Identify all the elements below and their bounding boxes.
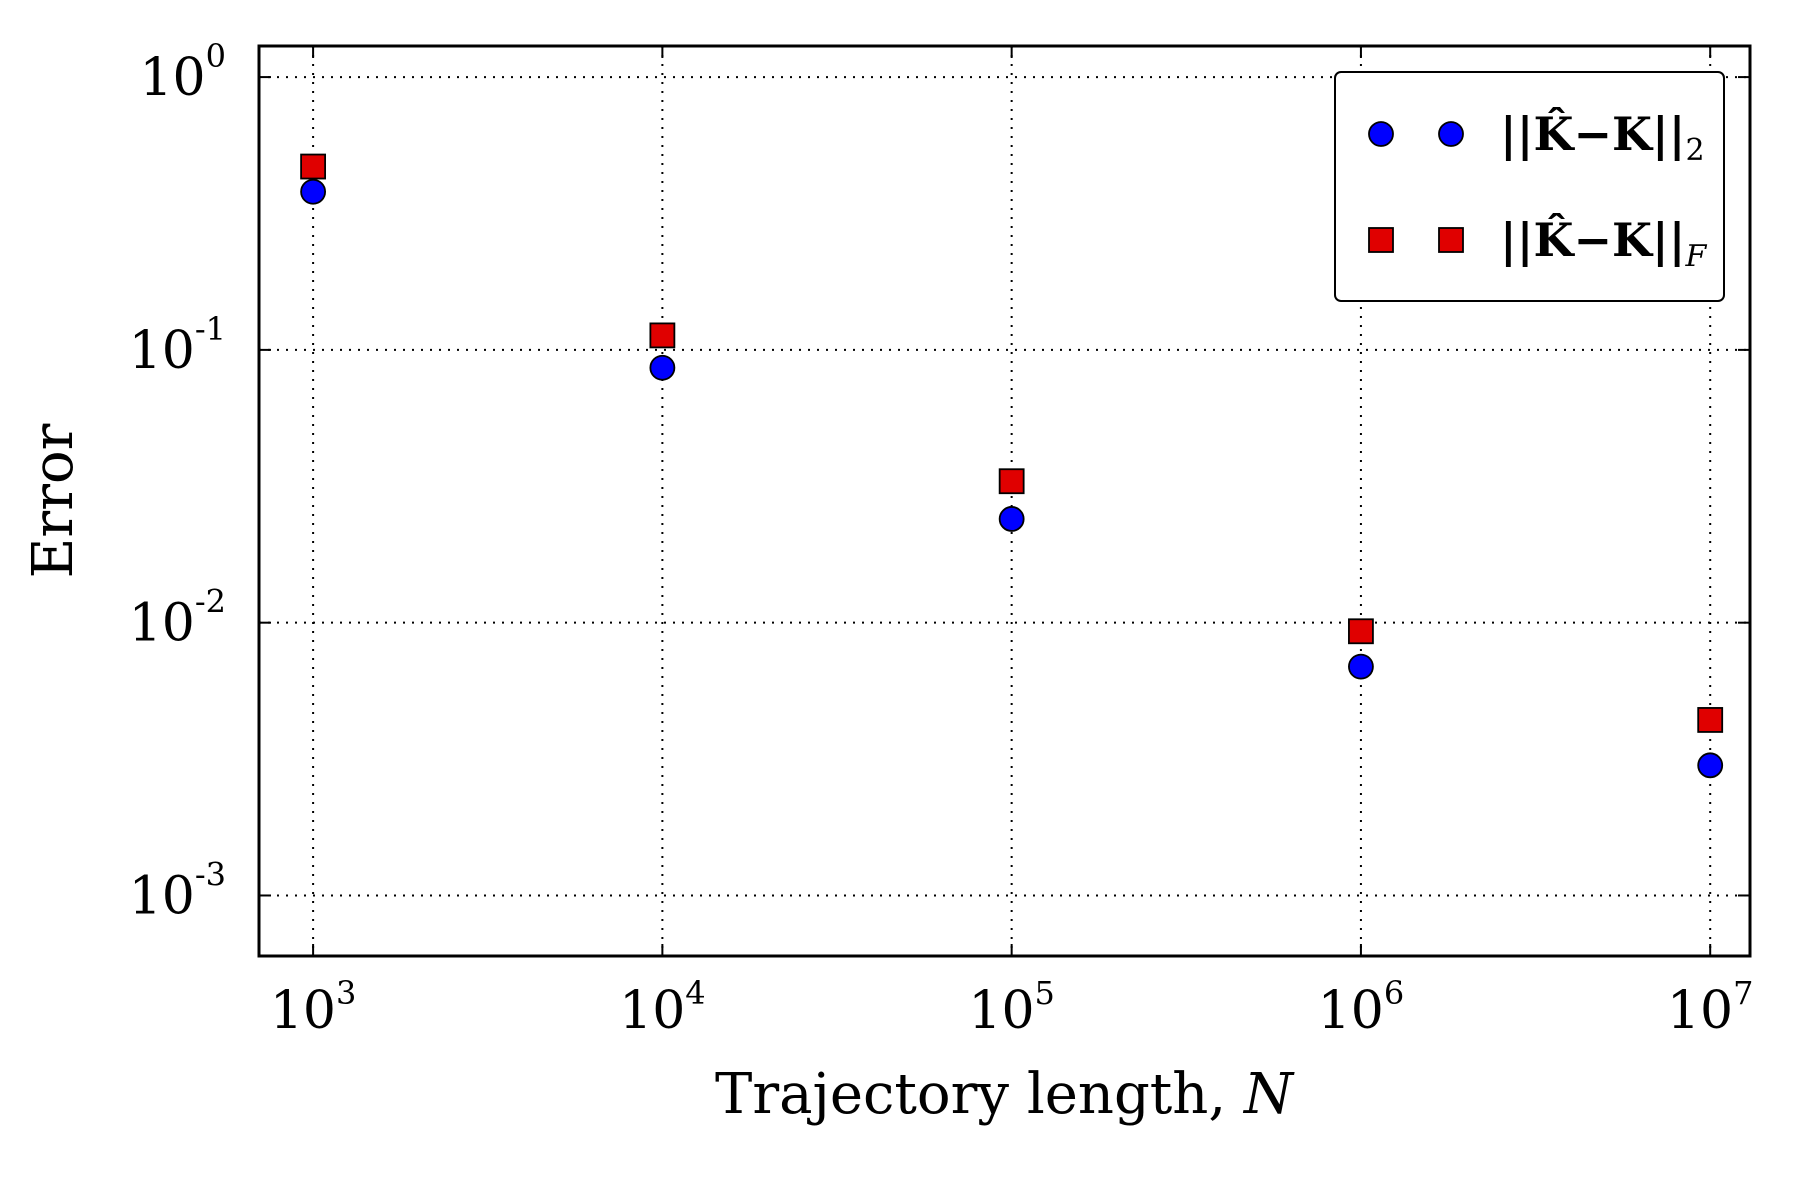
x-tick-label: 104 — [619, 974, 706, 1041]
data-point-circle — [998, 506, 1025, 532]
data-point-square — [300, 153, 327, 180]
legend-box — [1334, 71, 1725, 302]
x-axis-variable: N — [1242, 1062, 1295, 1127]
x-tick-labels: 103 104 105 106 107 — [270, 974, 1754, 1041]
data-point-square — [1348, 618, 1374, 645]
y-tick-label: 100 — [139, 37, 226, 108]
y-tick-base: 10 — [129, 866, 195, 926]
y-tick-base: 10 — [129, 594, 195, 654]
x-tick-base: 10 — [1318, 981, 1384, 1041]
x-tick-base: 10 — [270, 981, 336, 1041]
x-tick-label: 103 — [270, 974, 357, 1041]
x-tick-base: 10 — [1667, 981, 1733, 1041]
y-tick-base: 10 — [129, 321, 195, 381]
y-tick-label: 10-3 — [129, 855, 226, 926]
legend-label-main: ||K̂−K|| — [1500, 213, 1685, 267]
data-point-circle — [1697, 752, 1724, 779]
y-tick-label: 10-1 — [129, 310, 226, 381]
y-tick-exponent: -1 — [195, 310, 226, 348]
y-tick-exponent: -2 — [195, 583, 226, 621]
x-tick-exponent: 5 — [1035, 974, 1055, 1012]
legend-label: ||K̂−K||2 — [1500, 107, 1705, 168]
series-frobenius-norm — [300, 153, 1724, 733]
x-axis-label: Trajectory length, N — [715, 1062, 1295, 1127]
x-tick-exponent: 4 — [685, 974, 705, 1012]
y-axis-label: Error — [21, 423, 86, 578]
legend-entry: ||K̂−K||2 — [1368, 107, 1705, 168]
x-tick-label: 106 — [1318, 974, 1405, 1041]
data-point-circle — [649, 354, 676, 381]
data-point-circle — [300, 178, 327, 205]
data-markers — [300, 153, 1724, 779]
x-tick-label: 105 — [968, 974, 1055, 1041]
data-point-square — [998, 468, 1025, 495]
data-point-circle — [1348, 653, 1374, 680]
series-spectral-norm — [300, 178, 1724, 779]
y-tick-label: 10-2 — [129, 583, 226, 654]
legend-marker — [1368, 121, 1394, 147]
x-tick-exponent: 7 — [1733, 974, 1753, 1012]
legend-label-main: ||K̂−K|| — [1500, 107, 1685, 161]
legend-label: ||K̂−K||F — [1500, 213, 1707, 274]
legend-marker — [1368, 227, 1394, 253]
axis-ticks — [259, 46, 1750, 956]
x-tick-label: 107 — [1667, 974, 1754, 1041]
legend-label-subscript: 2 — [1685, 133, 1704, 168]
legend-label-subscript: F — [1684, 239, 1707, 274]
y-tick-exponent: -3 — [195, 855, 226, 893]
y-tick-exponent: 0 — [206, 37, 226, 75]
data-point-square — [649, 322, 676, 349]
plot-frame — [257, 44, 1752, 958]
x-tick-base: 10 — [968, 981, 1034, 1041]
y-tick-base: 10 — [139, 48, 205, 108]
x-tick-exponent: 3 — [336, 974, 356, 1012]
x-tick-base: 10 — [619, 981, 685, 1041]
legend: ||K̂−K||2||K̂−K||F — [1334, 71, 1725, 302]
x-tick-exponent: 6 — [1384, 974, 1404, 1012]
legend-marker — [1438, 227, 1464, 253]
legend-marker — [1438, 121, 1464, 147]
data-point-square — [1697, 707, 1724, 733]
legend-entry: ||K̂−K||F — [1368, 213, 1707, 274]
